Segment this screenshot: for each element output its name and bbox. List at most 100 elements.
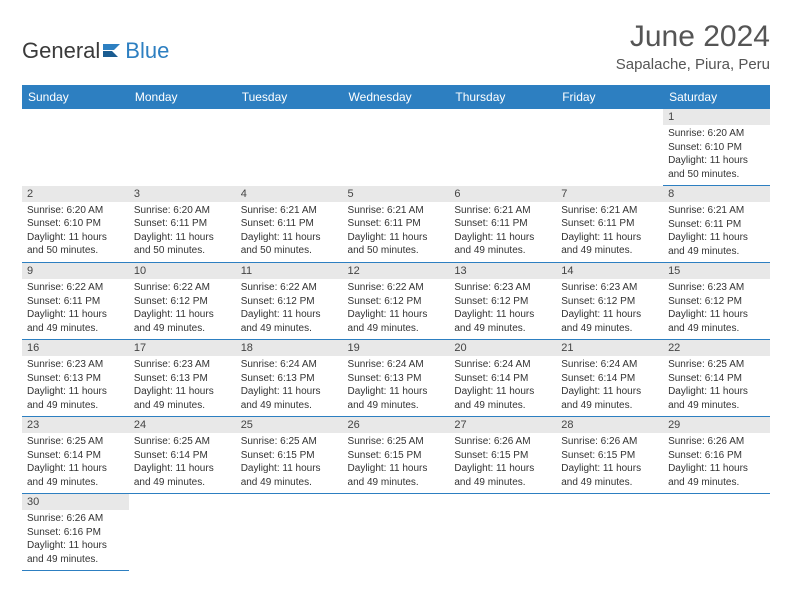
day-cell [22,109,129,186]
day-number: 18 [236,340,343,356]
day-cell: 30Sunrise: 6:26 AMSunset: 6:16 PMDayligh… [22,494,129,571]
day-cell: 17Sunrise: 6:23 AMSunset: 6:13 PMDayligh… [129,340,236,417]
day-cell: 22Sunrise: 6:25 AMSunset: 6:14 PMDayligh… [663,340,770,417]
day-cell: 27Sunrise: 6:26 AMSunset: 6:15 PMDayligh… [449,417,556,494]
day-number: 1 [663,109,770,125]
day-body: Sunrise: 6:25 AMSunset: 6:14 PMDaylight:… [22,433,129,493]
day-cell [236,109,343,186]
header: General Blue June 2024 Sapalache, Piura,… [0,0,792,79]
day-body: Sunrise: 6:24 AMSunset: 6:14 PMDaylight:… [556,356,663,416]
day-cell [343,109,450,186]
day-cell: 25Sunrise: 6:25 AMSunset: 6:15 PMDayligh… [236,417,343,494]
day-cell: 21Sunrise: 6:24 AMSunset: 6:14 PMDayligh… [556,340,663,417]
day-cell: 4Sunrise: 6:21 AMSunset: 6:11 PMDaylight… [236,186,343,263]
day-cell: 5Sunrise: 6:21 AMSunset: 6:11 PMDaylight… [343,186,450,263]
day-header-row: SundayMondayTuesdayWednesdayThursdayFrid… [22,85,770,109]
day-body: Sunrise: 6:23 AMSunset: 6:12 PMDaylight:… [449,279,556,339]
day-number: 26 [343,417,450,433]
day-number: 14 [556,263,663,279]
day-body: Sunrise: 6:20 AMSunset: 6:10 PMDaylight:… [22,202,129,262]
day-number: 24 [129,417,236,433]
day-body: Sunrise: 6:25 AMSunset: 6:14 PMDaylight:… [663,356,770,416]
calendar-body: 1 Sunrise: 6:20 AMSunset: 6:10 PMDaylight… [22,109,770,571]
day-cell: 16Sunrise: 6:23 AMSunset: 6:13 PMDayligh… [22,340,129,417]
day-cell: 1Sunrise: 6:20 AMSunset: 6:10 PMDaylight… [663,109,770,186]
day-number: 4 [236,186,343,202]
day-body: Sunrise: 6:21 AMSunset: 6:11 PMDaylight:… [236,202,343,262]
day-cell [556,494,663,571]
day-number: 21 [556,340,663,356]
day-cell: 12Sunrise: 6:22 AMSunset: 6:12 PMDayligh… [343,263,450,340]
day-body: Sunrise: 6:22 AMSunset: 6:12 PMDaylight:… [236,279,343,339]
day-number: 11 [236,263,343,279]
day-body: Sunrise: 6:22 AMSunset: 6:11 PMDaylight:… [22,279,129,339]
day-cell: 15Sunrise: 6:23 AMSunset: 6:12 PMDayligh… [663,263,770,340]
day-number: 6 [449,186,556,202]
day-body: Sunrise: 6:25 AMSunset: 6:14 PMDaylight:… [129,433,236,493]
day-header: Saturday [663,85,770,109]
day-cell: 26Sunrise: 6:25 AMSunset: 6:15 PMDayligh… [343,417,450,494]
day-number: 17 [129,340,236,356]
day-number: 23 [22,417,129,433]
day-number: 19 [343,340,450,356]
day-cell: 29Sunrise: 6:26 AMSunset: 6:16 PMDayligh… [663,417,770,494]
day-number: 2 [22,186,129,202]
day-header: Friday [556,85,663,109]
day-cell: 9Sunrise: 6:22 AMSunset: 6:11 PMDaylight… [22,263,129,340]
day-body: Sunrise: 6:23 AMSunset: 6:13 PMDaylight:… [22,356,129,416]
day-number: 27 [449,417,556,433]
logo-text-1: General [22,38,100,64]
day-body: Sunrise: 6:23 AMSunset: 6:12 PMDaylight:… [663,279,770,339]
day-number: 12 [343,263,450,279]
day-header: Sunday [22,85,129,109]
day-cell: 23Sunrise: 6:25 AMSunset: 6:14 PMDayligh… [22,417,129,494]
location: Sapalache, Piura, Peru [616,56,770,73]
day-number: 28 [556,417,663,433]
day-number: 16 [22,340,129,356]
day-body: Sunrise: 6:21 AMSunset: 6:11 PMDaylight:… [663,202,770,262]
day-cell: 28Sunrise: 6:26 AMSunset: 6:15 PMDayligh… [556,417,663,494]
day-cell [343,494,450,571]
day-body: Sunrise: 6:24 AMSunset: 6:13 PMDaylight:… [236,356,343,416]
day-cell: 14Sunrise: 6:23 AMSunset: 6:12 PMDayligh… [556,263,663,340]
day-body: Sunrise: 6:26 AMSunset: 6:16 PMDaylight:… [663,433,770,493]
day-cell: 6Sunrise: 6:21 AMSunset: 6:11 PMDaylight… [449,186,556,263]
day-cell [236,494,343,571]
day-body: Sunrise: 6:26 AMSunset: 6:15 PMDaylight:… [556,433,663,493]
day-cell: 10Sunrise: 6:22 AMSunset: 6:12 PMDayligh… [129,263,236,340]
day-body: Sunrise: 6:26 AMSunset: 6:16 PMDaylight:… [22,510,129,570]
logo-text-2: Blue [125,38,169,64]
day-number: 9 [22,263,129,279]
day-cell [129,109,236,186]
title-block: June 2024 Sapalache, Piura, Peru [616,20,770,73]
day-body: Sunrise: 6:25 AMSunset: 6:15 PMDaylight:… [343,433,450,493]
day-body: Sunrise: 6:23 AMSunset: 6:13 PMDaylight:… [129,356,236,416]
day-number: 5 [343,186,450,202]
week-row: 16Sunrise: 6:23 AMSunset: 6:13 PMDayligh… [22,340,770,417]
day-cell: 2Sunrise: 6:20 AMSunset: 6:10 PMDaylight… [22,186,129,263]
day-cell [556,109,663,186]
day-cell: 24Sunrise: 6:25 AMSunset: 6:14 PMDayligh… [129,417,236,494]
logo: General Blue [22,38,169,64]
day-header: Monday [129,85,236,109]
day-cell: 7Sunrise: 6:21 AMSunset: 6:11 PMDaylight… [556,186,663,263]
day-number: 15 [663,263,770,279]
day-header: Tuesday [236,85,343,109]
day-header: Thursday [449,85,556,109]
day-body: Sunrise: 6:22 AMSunset: 6:12 PMDaylight:… [129,279,236,339]
week-row: 23Sunrise: 6:25 AMSunset: 6:14 PMDayligh… [22,417,770,494]
day-body: Sunrise: 6:21 AMSunset: 6:11 PMDaylight:… [449,202,556,262]
page-title: June 2024 [616,20,770,54]
day-cell: 20Sunrise: 6:24 AMSunset: 6:14 PMDayligh… [449,340,556,417]
day-body: Sunrise: 6:25 AMSunset: 6:15 PMDaylight:… [236,433,343,493]
day-cell: 11Sunrise: 6:22 AMSunset: 6:12 PMDayligh… [236,263,343,340]
day-header: Wednesday [343,85,450,109]
day-number: 8 [663,186,770,202]
day-cell [449,109,556,186]
day-number: 29 [663,417,770,433]
day-body: Sunrise: 6:23 AMSunset: 6:12 PMDaylight:… [556,279,663,339]
week-row: 9Sunrise: 6:22 AMSunset: 6:11 PMDaylight… [22,263,770,340]
day-body: Sunrise: 6:20 AMSunset: 6:11 PMDaylight:… [129,202,236,262]
day-cell [663,494,770,571]
day-number: 10 [129,263,236,279]
